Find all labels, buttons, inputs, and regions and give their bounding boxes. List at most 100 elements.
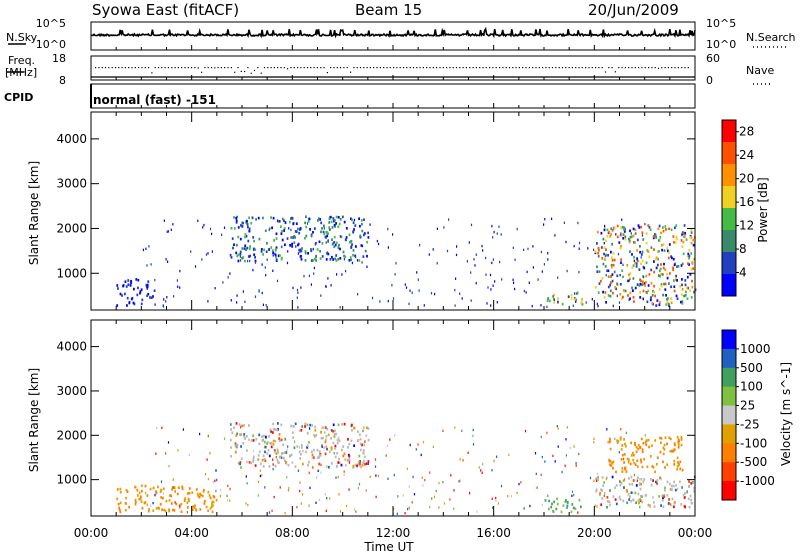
echo-cell [475,282,477,285]
echo-cell [291,242,293,246]
echo-cell [620,226,622,230]
nave-point [167,67,169,69]
echo-cell [172,508,174,512]
echo-cell [500,484,503,488]
nave-point [571,67,573,69]
echo-cell [598,270,601,273]
nave-point [462,67,464,69]
echo-cell [149,487,152,491]
echo-cell [634,228,637,232]
echo-cell [470,299,472,302]
echo-cell [685,491,688,494]
echo-cell [654,439,657,442]
nave-point [641,67,643,69]
noise-panel [8,21,788,51]
echo-cell [637,447,640,451]
echo-cell [667,256,670,260]
echo-cell [474,264,476,267]
echo-cell [525,291,527,294]
echo-cell [421,476,423,479]
echo-cell [557,300,559,304]
echo-cell [666,246,669,250]
echo-cell [168,499,171,502]
echo-cell [182,428,184,431]
echo-cell [284,221,287,224]
echo-cell [418,289,420,292]
echo-cell [684,232,686,235]
echo-cell [211,510,214,514]
echo-cell [634,241,636,244]
echo-cell [263,457,266,461]
echo-cell [641,259,644,263]
echo-cell [691,285,694,289]
echo-cell [277,254,280,258]
echo-cell [629,297,631,300]
echo-cell [276,219,279,222]
nave-point [253,69,256,72]
echo-cell [609,294,612,298]
echo-cell [329,497,331,500]
echo-cell [635,450,638,454]
echo-cell [134,485,137,489]
echo-cell [179,286,181,289]
echo-cell [137,286,139,290]
echo-cell [326,427,329,431]
nave-point [356,67,358,69]
echo-cell [612,291,614,295]
echo-cell [139,291,141,295]
echo-cell [623,438,625,441]
echo-cell [632,264,635,267]
echo-cell [626,264,629,267]
echo-cell [171,486,174,489]
nave-point [270,67,272,69]
echo-cell [245,221,248,224]
nave-point [561,67,564,69]
echo-cell [169,494,171,497]
echo-cell [254,261,257,264]
echo-cell [587,247,589,250]
echo-cell [330,437,332,440]
echo-cell [467,451,469,454]
echo-cell [314,243,316,246]
echo-cell [404,283,406,286]
echo-cell [311,424,313,427]
echo-cell [578,452,580,456]
echo-cell [212,504,214,507]
echo-cell [345,269,347,273]
echo-cell [248,461,251,464]
echo-cell [236,254,239,258]
echo-cell [469,491,471,495]
nave-point [677,67,679,69]
echo-cell [260,248,263,251]
echo-cell [669,488,672,491]
echo-cell [343,470,345,473]
colorbar-swatch [722,424,736,444]
nave-point [174,67,176,69]
echo-cell [691,262,694,265]
echo-cell [625,488,628,492]
echo-cell [314,227,316,230]
echo-cell [325,258,328,261]
echo-cell [557,297,559,300]
echo-cell [616,282,618,286]
echo-cell [323,232,326,236]
colorbar-frame [721,119,737,297]
echo-cell [659,275,661,278]
echo-cell [278,220,281,223]
echo-cell [296,288,299,292]
nave-point [104,67,107,69]
echo-cell [319,454,322,457]
echo-cell [286,237,289,240]
echo-cell [596,230,599,234]
echo-cell [162,305,165,308]
echo-cell [330,447,333,451]
echo-cell [313,434,315,437]
echo-cell [621,269,624,272]
echo-cell [305,450,307,454]
echo-cell [272,422,275,426]
echo-cell [641,450,644,454]
echo-cell [130,279,132,283]
echo-cell [623,453,626,456]
echo-cell [337,257,340,261]
echo-cell [280,245,283,249]
